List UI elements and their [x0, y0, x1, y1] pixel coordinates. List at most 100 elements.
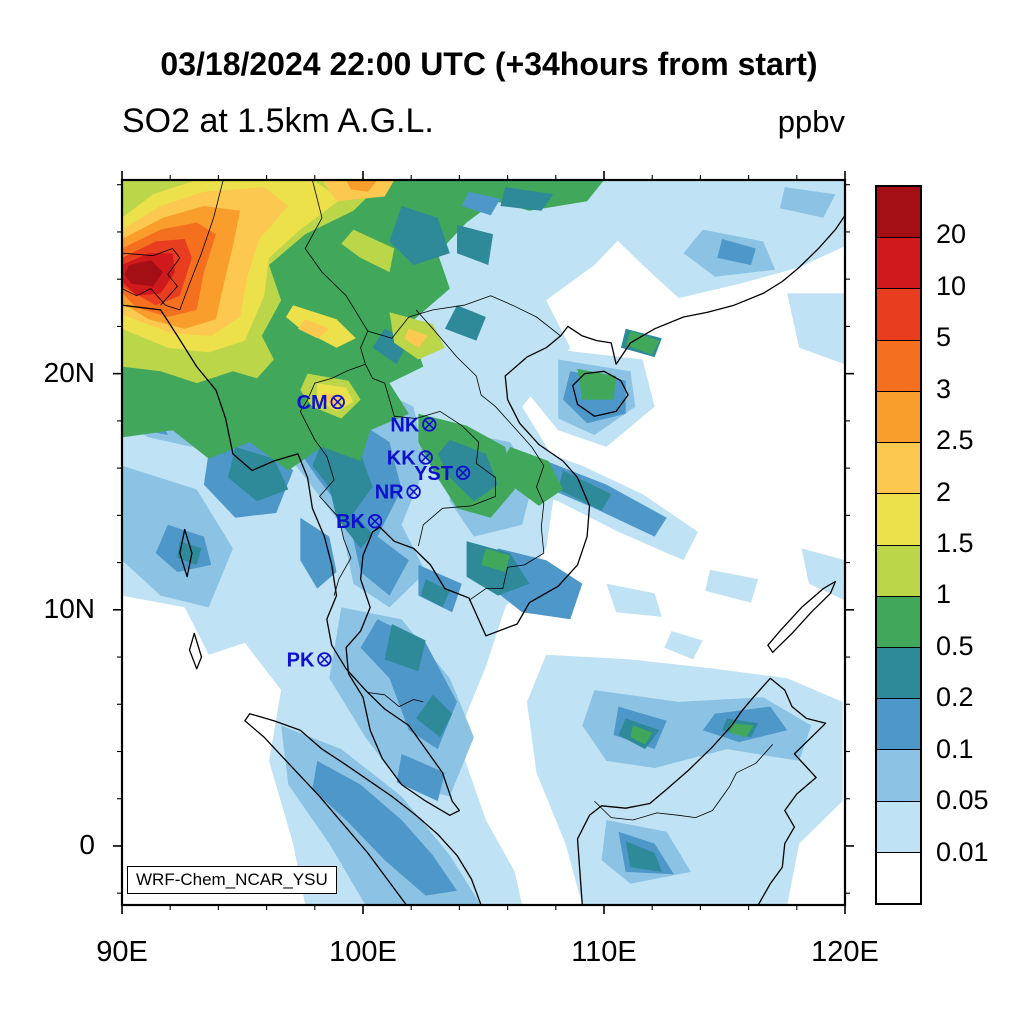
colorbar	[875, 185, 922, 905]
so2-contour-region	[779, 187, 836, 218]
country-border	[415, 309, 545, 466]
colorbar-label: 1	[936, 579, 952, 610]
colorbar-cell	[877, 238, 920, 290]
so2-contour-region	[625, 331, 660, 355]
map-field	[122, 180, 845, 905]
station-marker-pk: PK	[287, 649, 332, 671]
so2-contour-region	[558, 470, 612, 511]
country-border	[468, 465, 545, 601]
colorbar-cell	[877, 494, 920, 546]
colorbar-cell	[877, 443, 920, 495]
so2-contour-region	[312, 442, 373, 549]
station-circle-x-icon	[418, 450, 433, 465]
country-border	[304, 180, 561, 339]
colorbar-cell	[877, 750, 920, 802]
station-label: YST	[414, 463, 453, 485]
colorbar-label: 0.01	[936, 836, 989, 867]
so2-contour-region	[500, 187, 554, 211]
y-axis-label: 0	[79, 828, 95, 860]
x-axis-label: 90E	[96, 936, 148, 968]
station-circle-x-icon	[330, 394, 345, 410]
station-label: CM	[297, 392, 328, 414]
colorbar-label: 2	[936, 476, 952, 507]
coastline	[767, 580, 837, 653]
map-frame	[120, 178, 847, 907]
colorbar-cell	[877, 699, 920, 751]
station-marker-nr: NR	[375, 482, 421, 504]
so2-contour-region	[437, 439, 498, 502]
colorbar-label: 1.5	[936, 528, 974, 558]
so2-contour-region	[124, 260, 163, 287]
so2-contour-region	[664, 631, 703, 660]
so2-contour-region	[801, 548, 845, 601]
colorbar-label: 2.5	[936, 425, 974, 456]
country-border	[122, 180, 224, 311]
so2-contour-region	[346, 180, 378, 192]
station-marker-nk: NK	[390, 414, 437, 436]
colorbar-label: 0.05	[936, 785, 989, 816]
so2-contour-region	[729, 723, 754, 738]
so2-contour-region	[300, 517, 337, 589]
colorbar-label: 0.5	[936, 630, 974, 661]
station-marker-yst: YST	[414, 463, 471, 485]
so2-contour-region	[420, 579, 450, 608]
station-marker-kk: KK	[387, 447, 433, 469]
station-label: PK	[287, 649, 315, 671]
colorbar-cell	[877, 187, 920, 239]
station-label: NR	[375, 482, 404, 504]
so2-contour-region	[228, 446, 289, 502]
coastline	[122, 215, 845, 816]
colorbar-label: 0.1	[936, 733, 974, 764]
country-border	[367, 692, 424, 707]
y-axis-label: 20N	[43, 356, 95, 388]
plot-title: 03/18/2024 22:00 UTC (+34hours from star…	[160, 46, 818, 82]
country-border	[365, 364, 496, 497]
so2-contour-region	[312, 760, 457, 896]
so2-contour-region	[177, 541, 202, 565]
station-circle-x-icon	[317, 652, 332, 667]
so2-contour-region	[389, 206, 450, 265]
country-border	[299, 363, 366, 596]
colorbar-cell	[877, 545, 920, 597]
y-axis-label: 10N	[43, 592, 95, 624]
station-circle-x-icon	[406, 484, 421, 499]
country-border	[594, 744, 773, 821]
country-border	[418, 496, 496, 547]
x-axis-label: 120E	[811, 936, 879, 968]
units-label: ppbv	[777, 104, 845, 139]
station-marker-bk: BK	[336, 511, 383, 533]
coastline	[572, 370, 629, 417]
so2-contour-region	[630, 725, 653, 745]
so2-contour-region	[416, 694, 453, 738]
so2-contour-region	[481, 548, 510, 572]
coastline	[244, 713, 482, 905]
so2-contour-region	[384, 624, 426, 672]
so2-contour-region	[444, 305, 486, 341]
colorbar-cell	[877, 340, 920, 392]
so2-contour-region	[322, 180, 395, 202]
so2-contour-region	[341, 229, 395, 273]
station-marker-cm: CM	[297, 392, 345, 414]
so2-contour-region	[705, 569, 759, 603]
station-circle-x-icon	[422, 417, 437, 432]
so2-contour-region	[500, 446, 563, 506]
colorbar-cell	[877, 391, 920, 444]
colorbar-label: 20	[936, 219, 967, 250]
station-circle-x-icon	[455, 465, 471, 481]
country-border	[360, 330, 369, 365]
colorbar-cell	[877, 852, 920, 904]
coastline	[179, 528, 193, 578]
so2-contour-region	[396, 753, 445, 802]
station-circle-x-icon	[367, 514, 383, 529]
so2-contour-region	[461, 191, 501, 216]
colorbar-cell	[877, 596, 920, 648]
coastline	[188, 632, 203, 670]
so2-contour-region	[606, 583, 662, 617]
variable-title: SO2 at 1.5km A.G.L.	[122, 102, 434, 140]
model-label: WRF-Chem_NCAR_YSU	[127, 866, 337, 894]
so2-contour-region	[787, 293, 845, 365]
colorbar-label: 10	[936, 270, 967, 301]
colorbar-cell	[877, 801, 920, 853]
